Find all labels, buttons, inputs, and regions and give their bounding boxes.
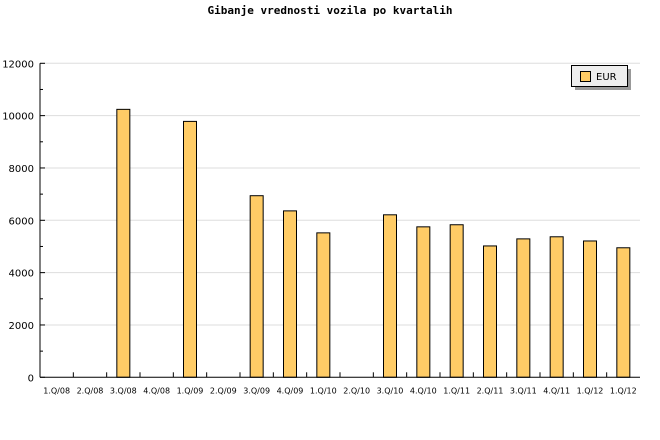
bar — [383, 214, 397, 378]
x-tick-label: 1.Q/12 — [577, 386, 604, 395]
x-tick-label: 2.Q/10 — [343, 386, 370, 395]
y-tick-label: 12000 — [2, 59, 34, 70]
bar — [316, 232, 331, 378]
bar — [616, 247, 631, 378]
bar — [549, 236, 564, 378]
y-tick-label: 0 — [28, 373, 34, 384]
bar — [183, 120, 197, 378]
x-tick-label: 3.Q/11 — [510, 386, 537, 395]
legend-swatch — [580, 71, 591, 82]
x-tick-label: 4.Q/08 — [143, 386, 170, 395]
bar — [283, 210, 297, 378]
y-tick-label: 8000 — [9, 164, 34, 175]
x-tick-label: 3.Q/08 — [110, 386, 137, 395]
legend-label: EUR — [596, 72, 617, 83]
x-tick-label: 1.Q/09 — [177, 386, 204, 395]
bar — [483, 245, 497, 378]
x-tick-label: 2.Q/08 — [77, 386, 104, 395]
x-tick-label: 4.Q/10 — [410, 386, 437, 395]
y-tick-label: 2000 — [9, 321, 34, 332]
x-tick-label: 3.Q/09 — [243, 386, 270, 395]
bar — [249, 195, 264, 378]
x-tick-label: 3.Q/10 — [377, 386, 404, 395]
x-tick-label: 4.Q/11 — [543, 386, 570, 395]
x-tick-label: 1.Q/10 — [310, 386, 337, 395]
bar — [583, 240, 597, 378]
bar — [516, 238, 531, 378]
y-tick-label: 6000 — [9, 216, 34, 227]
chart-title: Gibanje vrednosti vozila po kvartalih — [207, 4, 453, 17]
x-tick-label: 2.Q/11 — [477, 386, 504, 395]
x-tick-label: 2.Q/09 — [210, 386, 237, 395]
bar — [416, 226, 431, 378]
bar — [116, 108, 131, 378]
x-tick-label: 1.Q/12 — [610, 386, 637, 395]
x-tick-label: 1.Q/11 — [443, 386, 470, 395]
x-tick-label: 1.Q/08 — [43, 386, 70, 395]
y-tick-label: 4000 — [9, 269, 34, 280]
bar — [449, 224, 464, 378]
y-tick-label: 10000 — [2, 112, 34, 123]
x-tick-label: 4.Q/09 — [277, 386, 304, 395]
